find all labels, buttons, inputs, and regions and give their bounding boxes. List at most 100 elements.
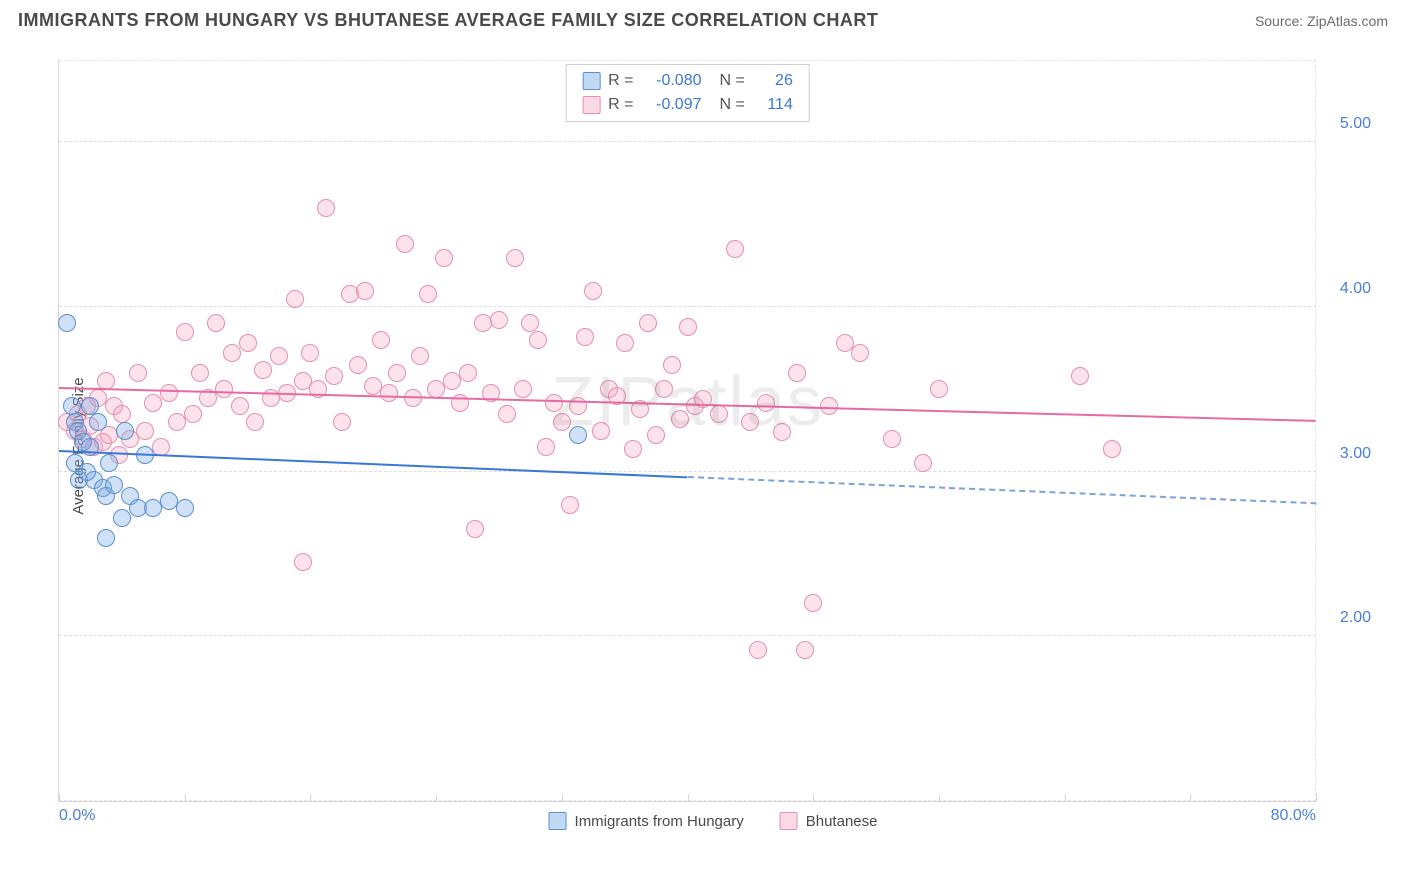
data-point-hungary	[569, 426, 587, 444]
data-point-bhutanese	[726, 240, 744, 258]
data-point-bhutanese	[498, 405, 516, 423]
legend-label: Bhutanese	[806, 813, 878, 830]
x-minor-tick	[1065, 794, 1066, 802]
data-point-bhutanese	[239, 334, 257, 352]
x-minor-tick	[813, 794, 814, 802]
r-value: -0.080	[642, 69, 702, 93]
data-point-bhutanese	[215, 380, 233, 398]
scatter-plot: ZIPatlas R =-0.080N =26R =-0.097N =114 0…	[58, 60, 1316, 802]
data-point-bhutanese	[349, 356, 367, 374]
data-point-bhutanese	[710, 405, 728, 423]
x-minor-tick	[310, 794, 311, 802]
source-credit: Source: ZipAtlas.com	[1255, 13, 1388, 29]
data-point-bhutanese	[372, 331, 390, 349]
x-minor-tick	[939, 794, 940, 802]
correlation-legend: R =-0.080N =26R =-0.097N =114	[565, 64, 810, 122]
legend-swatch	[780, 812, 798, 830]
data-point-bhutanese	[655, 380, 673, 398]
x-minor-tick	[185, 794, 186, 802]
data-point-bhutanese	[663, 356, 681, 374]
gridline	[59, 141, 1316, 142]
data-point-bhutanese	[459, 364, 477, 382]
data-point-bhutanese	[325, 367, 343, 385]
data-point-bhutanese	[231, 397, 249, 415]
data-point-hungary	[97, 529, 115, 547]
y-tick-label: 2.00	[1340, 609, 1371, 627]
data-point-bhutanese	[160, 384, 178, 402]
data-point-bhutanese	[851, 344, 869, 362]
data-point-bhutanese	[914, 454, 932, 472]
x-axis-min: 0.0%	[59, 807, 95, 825]
legend-row: R =-0.097N =114	[582, 93, 793, 117]
data-point-bhutanese	[679, 318, 697, 336]
data-point-bhutanese	[757, 394, 775, 412]
data-point-bhutanese	[529, 331, 547, 349]
x-minor-tick	[562, 794, 563, 802]
data-point-hungary	[58, 314, 76, 332]
n-value: 114	[753, 93, 793, 117]
data-point-bhutanese	[270, 347, 288, 365]
gridline	[59, 635, 1316, 636]
data-point-hungary	[78, 463, 96, 481]
data-point-bhutanese	[184, 405, 202, 423]
y-tick-label: 4.00	[1340, 280, 1371, 298]
x-minor-tick	[436, 794, 437, 802]
data-point-bhutanese	[1103, 440, 1121, 458]
data-point-bhutanese	[930, 380, 948, 398]
data-point-bhutanese	[521, 314, 539, 332]
data-point-bhutanese	[514, 380, 532, 398]
data-point-bhutanese	[136, 422, 154, 440]
data-point-hungary	[63, 397, 81, 415]
data-point-bhutanese	[176, 323, 194, 341]
data-point-hungary	[81, 397, 99, 415]
y-tick-label: 3.00	[1340, 445, 1371, 463]
data-point-bhutanese	[773, 423, 791, 441]
data-point-bhutanese	[301, 344, 319, 362]
data-point-bhutanese	[246, 413, 264, 431]
data-point-bhutanese	[129, 364, 147, 382]
data-point-bhutanese	[545, 394, 563, 412]
legend-item: Immigrants from Hungary	[549, 812, 744, 830]
data-point-bhutanese	[506, 249, 524, 267]
data-point-hungary	[176, 499, 194, 517]
data-point-bhutanese	[749, 641, 767, 659]
gridline	[59, 306, 1316, 307]
legend-label: Immigrants from Hungary	[575, 813, 744, 830]
data-point-bhutanese	[411, 347, 429, 365]
data-point-bhutanese	[741, 413, 759, 431]
r-value: -0.097	[642, 93, 702, 117]
data-point-bhutanese	[883, 430, 901, 448]
data-point-bhutanese	[254, 361, 272, 379]
data-point-hungary	[113, 509, 131, 527]
data-point-bhutanese	[1071, 367, 1089, 385]
x-minor-tick	[688, 794, 689, 802]
data-point-bhutanese	[490, 311, 508, 329]
data-point-bhutanese	[561, 496, 579, 514]
n-label: N =	[720, 69, 745, 93]
data-point-hungary	[116, 422, 134, 440]
data-point-bhutanese	[647, 426, 665, 444]
n-value: 26	[753, 69, 793, 93]
y-tick-label: 5.00	[1340, 115, 1371, 133]
x-minor-tick	[1190, 794, 1191, 802]
data-point-bhutanese	[788, 364, 806, 382]
chart-header: IMMIGRANTS FROM HUNGARY VS BHUTANESE AVE…	[18, 10, 1388, 31]
data-point-bhutanese	[576, 328, 594, 346]
data-point-bhutanese	[286, 290, 304, 308]
plot-border	[59, 60, 1316, 801]
data-point-bhutanese	[639, 314, 657, 332]
data-point-bhutanese	[592, 422, 610, 440]
chart-title: IMMIGRANTS FROM HUNGARY VS BHUTANESE AVE…	[18, 10, 878, 31]
data-point-hungary	[100, 454, 118, 472]
data-point-bhutanese	[356, 282, 374, 300]
legend-swatch	[582, 96, 600, 114]
data-point-bhutanese	[317, 199, 335, 217]
data-point-bhutanese	[396, 235, 414, 253]
data-point-bhutanese	[796, 641, 814, 659]
series-legend: Immigrants from Hungary Bhutanese	[549, 812, 878, 830]
data-point-bhutanese	[388, 364, 406, 382]
data-point-bhutanese	[671, 410, 689, 428]
data-point-bhutanese	[804, 594, 822, 612]
x-minor-tick	[59, 794, 60, 802]
legend-item: Bhutanese	[780, 812, 878, 830]
